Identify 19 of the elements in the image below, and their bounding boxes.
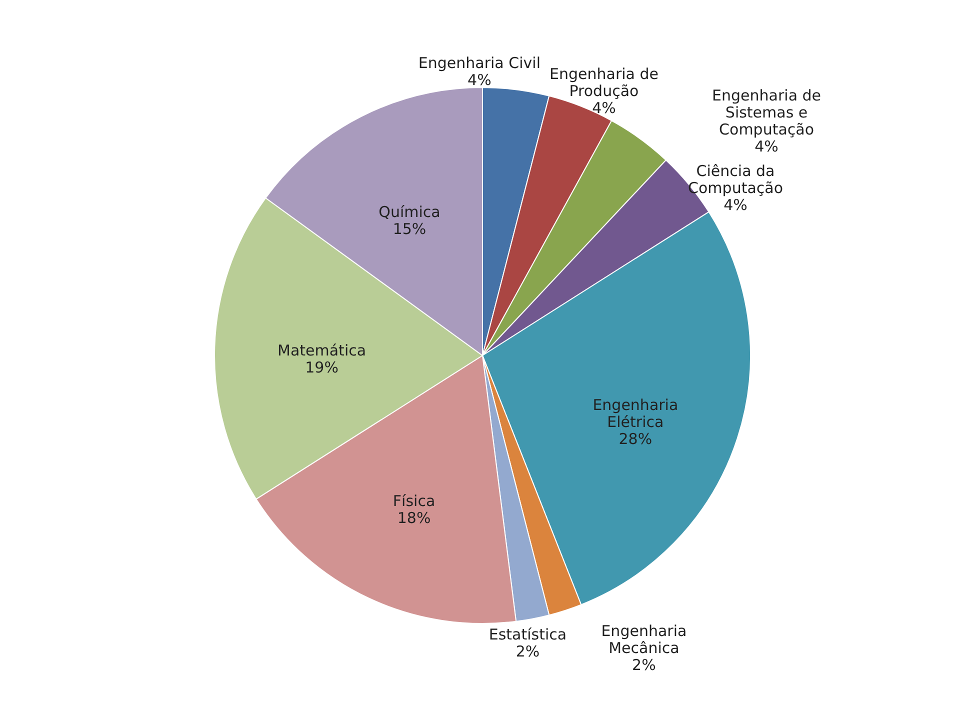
data-label: 15% [392, 220, 426, 238]
data-label: 4% [754, 137, 778, 156]
data-label: 2% [516, 642, 540, 661]
data-label: 4% [724, 196, 748, 214]
slice-label: Estatística [488, 626, 567, 644]
data-label: 19% [305, 358, 338, 376]
data-label: 28% [618, 430, 652, 448]
slice-label: Engenharia Mecânica [601, 622, 687, 657]
slice-label: Química [378, 203, 440, 222]
slice-label: Engenharia de Produção [549, 64, 658, 100]
data-label: 4% [592, 98, 616, 117]
data-label: 4% [468, 71, 492, 90]
slice-label: Matemática [278, 341, 366, 360]
data-label: 18% [397, 508, 431, 527]
slice-label: Engenharia de Sistemas e Computação [712, 86, 822, 138]
slice-label: Engenharia Elétrica [592, 396, 678, 432]
data-label: 2% [632, 656, 656, 674]
slice-label: Física [392, 492, 436, 510]
slice-label: Engenharia Civil [418, 54, 540, 72]
